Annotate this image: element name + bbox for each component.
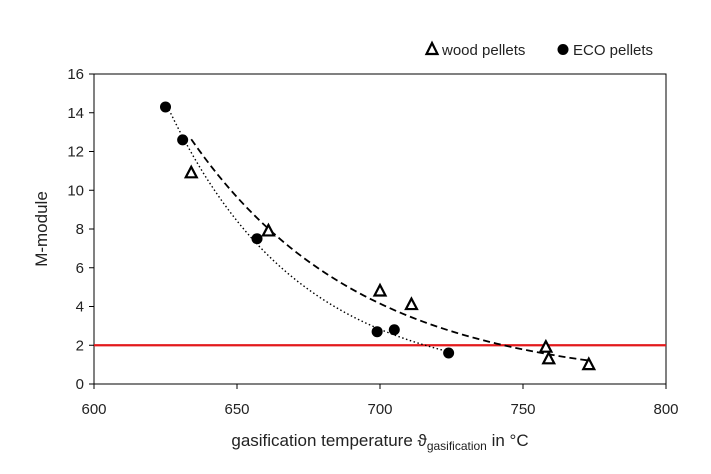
x-tick-label: 600 bbox=[81, 401, 106, 418]
y-axis-ticks: 0 2 4 6 8 10 12 14 16 bbox=[67, 66, 94, 393]
data-point-eco-pellets bbox=[177, 134, 189, 146]
x-axis-title: gasification temperature ϑgasification i… bbox=[231, 431, 528, 453]
data-point-wood-pellets bbox=[183, 164, 199, 179]
y-tick-label: 10 bbox=[67, 182, 84, 199]
legend: wood pellets ECO pellets bbox=[424, 40, 653, 59]
y-tick-label: 2 bbox=[76, 337, 84, 354]
x-tick-label: 650 bbox=[224, 401, 249, 418]
y-axis-title: M-module bbox=[32, 191, 51, 267]
y-tick-label: 6 bbox=[76, 260, 84, 277]
legend-triangle-icon bbox=[424, 40, 440, 56]
legend-circle-icon bbox=[557, 44, 569, 55]
x-axis-ticks: 600 650 700 750 800 bbox=[81, 384, 679, 418]
y-tick-label: 4 bbox=[76, 299, 84, 316]
x-axis-title-main: gasification temperature ϑ bbox=[231, 431, 427, 450]
y-tick-label: 8 bbox=[76, 221, 84, 238]
data-point-eco-pellets bbox=[251, 233, 263, 245]
y-tick-label: 16 bbox=[67, 66, 84, 83]
data-point-wood-pellets bbox=[261, 222, 276, 237]
data-point-eco-pellets bbox=[160, 101, 171, 113]
data-point-wood-pellets bbox=[372, 282, 388, 297]
data-point-eco-pellets bbox=[388, 324, 400, 336]
marker-layer bbox=[160, 101, 597, 371]
plot-area bbox=[93, 73, 667, 385]
legend-label-eco-pellets: ECO pellets bbox=[573, 42, 653, 59]
x-tick-label: 750 bbox=[510, 401, 535, 418]
trendline-wood-pellets bbox=[190, 138, 589, 362]
data-point-eco-pellets bbox=[443, 347, 455, 359]
x-axis-title-subscript: gasification bbox=[427, 439, 487, 453]
data-point-wood-pellets bbox=[538, 338, 554, 353]
data-point-wood-pellets bbox=[581, 356, 597, 371]
y-tick-label: 0 bbox=[76, 376, 84, 393]
data-point-wood-pellets bbox=[404, 296, 419, 311]
y-tick-label: 14 bbox=[67, 105, 84, 122]
trendline-eco-pellets bbox=[164, 102, 449, 353]
x-axis-title-tail: in °C bbox=[487, 431, 529, 450]
data-point-wood-pellets bbox=[541, 350, 557, 365]
legend-label-wood-pellets: wood pellets bbox=[441, 42, 525, 59]
x-tick-label: 800 bbox=[653, 401, 678, 418]
data-point-eco-pellets bbox=[371, 326, 383, 338]
x-tick-label: 700 bbox=[367, 401, 392, 418]
trendline-layer bbox=[164, 102, 589, 362]
y-tick-label: 12 bbox=[67, 144, 84, 161]
